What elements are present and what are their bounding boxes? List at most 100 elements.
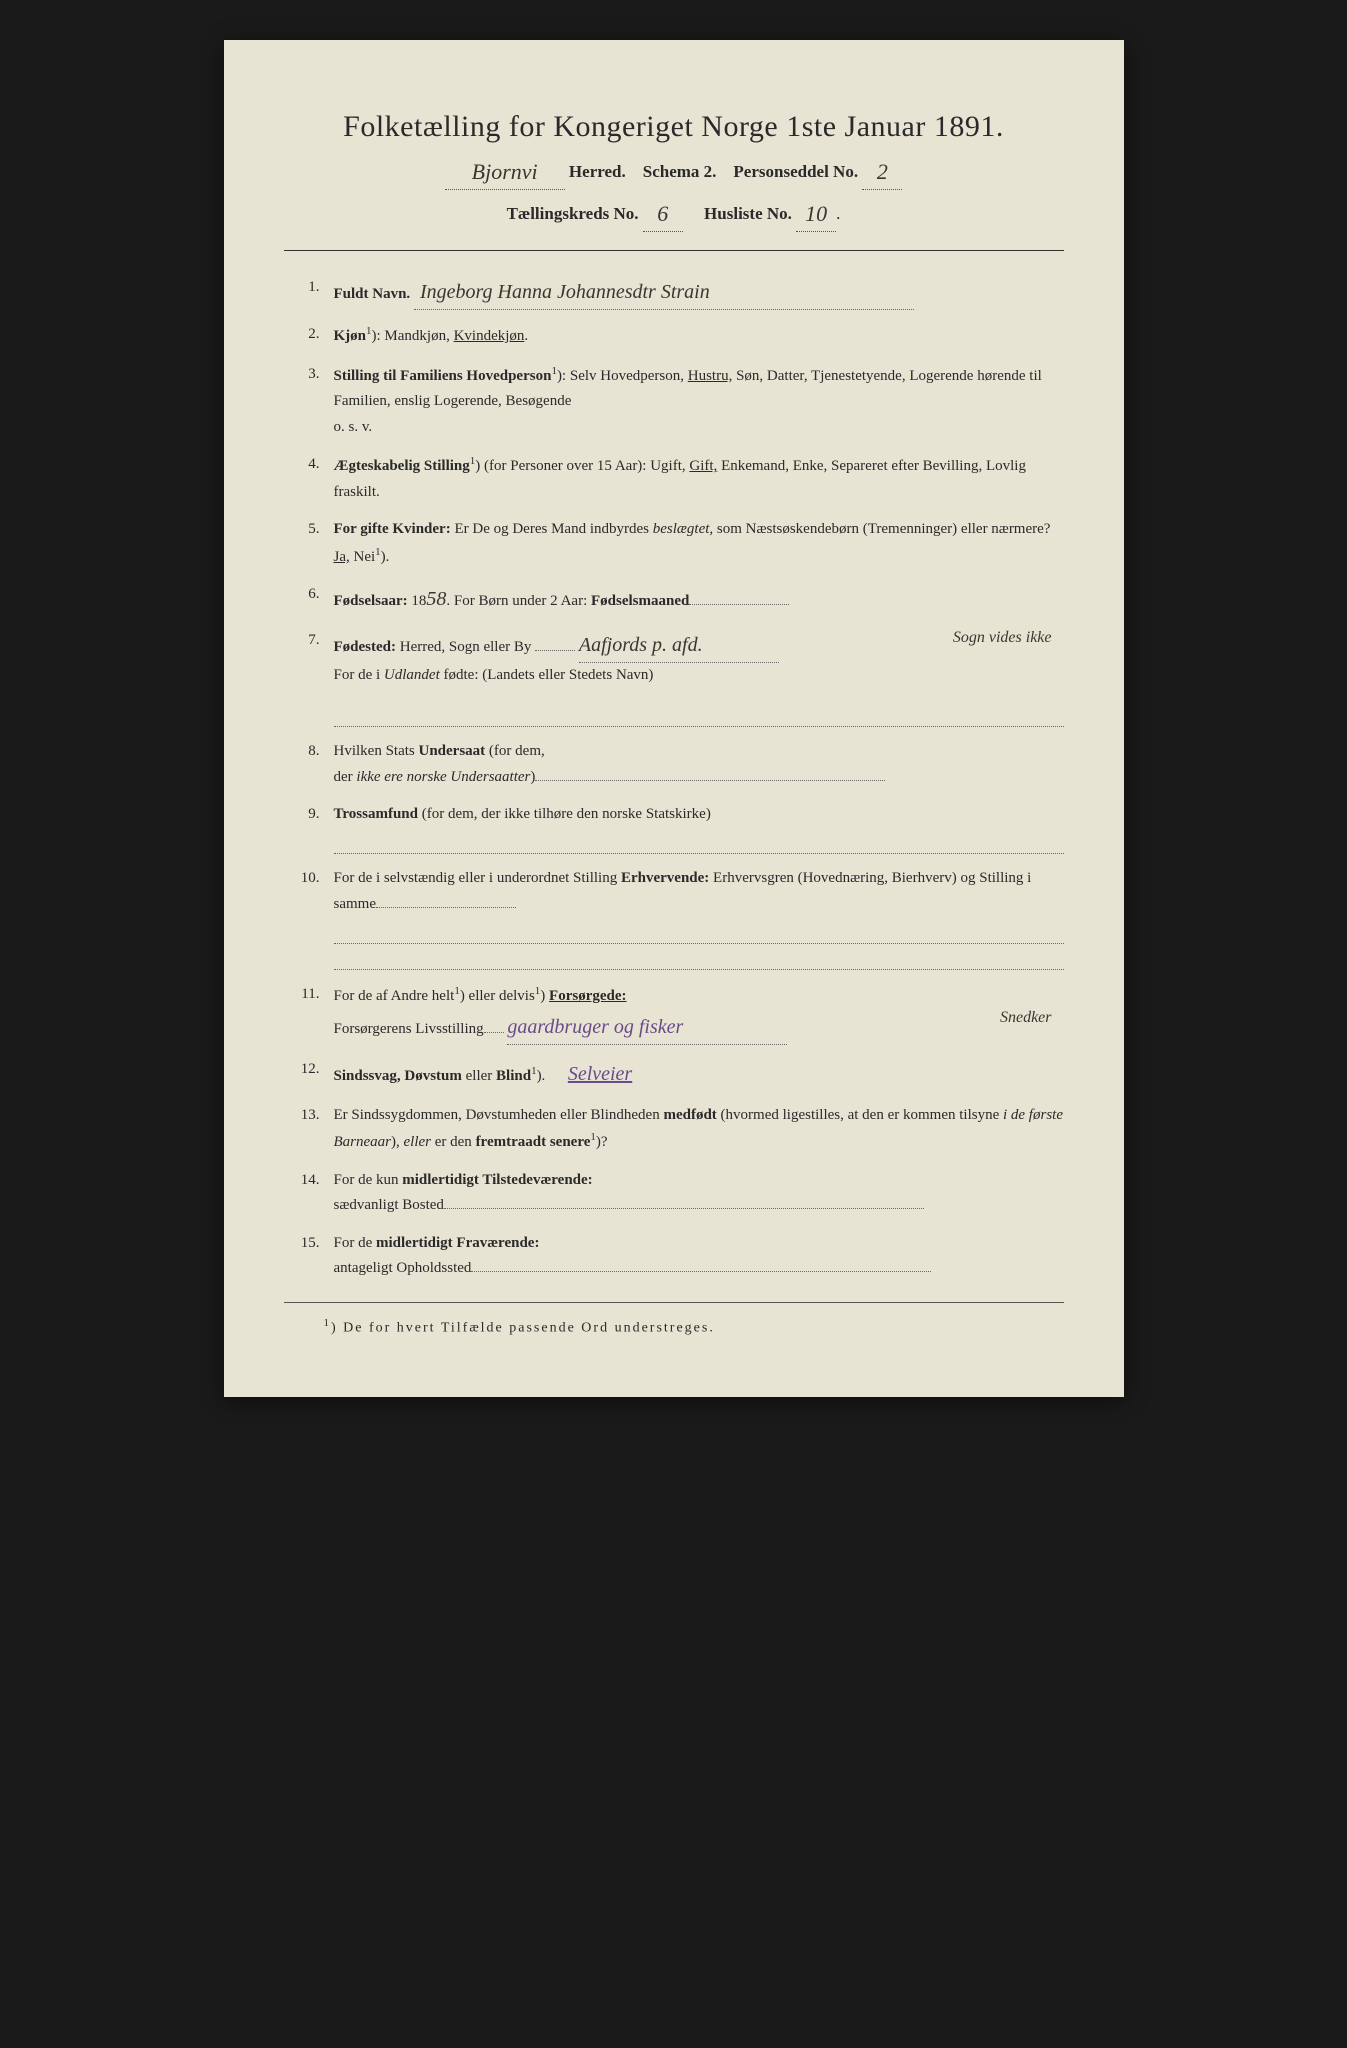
row-num: 10. xyxy=(294,866,334,970)
name-value: Ingeborg Hanna Johannesdtr Strain xyxy=(414,275,914,310)
footer-divider xyxy=(284,1302,1064,1303)
header-line-1: Bjornvi Herred. Schema 2. Personseddel N… xyxy=(284,152,1064,188)
text: )? xyxy=(596,1134,608,1150)
dot-fill xyxy=(444,1194,924,1209)
row-5: 5. For gifte Kvinder: Er De og Deres Man… xyxy=(294,517,1064,570)
field-label: Trossamfund xyxy=(334,806,418,822)
dot-fill xyxy=(376,893,516,908)
dot-line xyxy=(334,948,1064,971)
row-num: 14. xyxy=(294,1168,334,1219)
dot-fill xyxy=(471,1257,931,1272)
text: ) (for Personer over 15 Aar): Ugift, xyxy=(475,458,689,474)
kreds-no: 6 xyxy=(643,196,683,232)
margin-note: Sogn vides ikke xyxy=(953,628,1052,647)
text: For de kun xyxy=(334,1172,403,1188)
field-label: Fuldt Navn. xyxy=(334,286,411,302)
birthplace-value: Aafjords p. afd. xyxy=(579,628,779,663)
row-num: 11. xyxy=(294,982,334,1045)
field-label: medfødt xyxy=(663,1107,716,1123)
field-label: Forsørgede: xyxy=(549,988,626,1004)
row-10: 10. For de i selvstændig eller i underor… xyxy=(294,866,1064,970)
field-label: Erhvervende: xyxy=(621,870,709,886)
selected-value: Ja, xyxy=(334,549,350,565)
text: antageligt Opholdssted xyxy=(334,1260,472,1276)
text: Er Sindssygdommen, Døvstumheden eller Bl… xyxy=(334,1107,664,1123)
row-content: For de i selvstændig eller i underordnet… xyxy=(334,866,1064,970)
row-13: 13. Er Sindssygdommen, Døvstumheden elle… xyxy=(294,1103,1064,1156)
text: ). xyxy=(537,1068,546,1084)
field-label: Undersaat xyxy=(419,743,486,759)
row-15: 15. For de midlertidigt Fraværende: anta… xyxy=(294,1231,1064,1282)
text: ): Mandkjøn, xyxy=(372,328,454,344)
row-content: For de af Andre helt1) eller delvis1) Fo… xyxy=(334,982,1064,1045)
row-content: For de midlertidigt Fraværende: antageli… xyxy=(334,1231,1064,1282)
blank-line xyxy=(294,701,1064,728)
footnote: 1) De for hvert Tilfælde passende Ord un… xyxy=(284,1317,1064,1337)
dot-line xyxy=(334,832,1064,855)
row-14: 14. For de kun midlertidigt Tilstedevære… xyxy=(294,1168,1064,1219)
text: er den xyxy=(431,1134,476,1150)
field-label: midlertidigt Fraværende: xyxy=(376,1235,539,1251)
text: Er De og Deres Mand indbyrdes xyxy=(451,521,653,537)
selected-value: Gift, xyxy=(689,458,717,474)
field-label: Sindssvag, Døvstum xyxy=(334,1068,462,1084)
row-9: 9. Trossamfund (for dem, der ikke tilhør… xyxy=(294,802,1064,854)
text: ). xyxy=(381,549,390,565)
row-num: 15. xyxy=(294,1231,334,1282)
field-label: Kjøn xyxy=(334,328,367,344)
personseddel-label: Personseddel No. xyxy=(733,162,858,181)
field-label: For gifte Kvinder: xyxy=(334,521,451,537)
footnote-sup: 1 xyxy=(324,1317,332,1329)
field-label-2: fremtraadt senere xyxy=(476,1134,591,1150)
census-form-page: Folketælling for Kongeriget Norge 1ste J… xyxy=(224,40,1124,1397)
row-11: 11. For de af Andre helt1) eller delvis1… xyxy=(294,982,1064,1045)
field-label: midlertidigt Tilstedeværende: xyxy=(402,1172,592,1188)
selected-value: Hustru, xyxy=(688,368,733,384)
herred-label: Herred. xyxy=(569,162,626,181)
row-content: Hvilken Stats Undersaat (for dem, der ik… xyxy=(334,739,1064,790)
header-divider xyxy=(284,250,1064,251)
text: Herred, Sogn eller By xyxy=(396,639,531,655)
row-content: Er Sindssygdommen, Døvstumheden eller Bl… xyxy=(334,1103,1064,1156)
text: ) eller delvis xyxy=(460,988,535,1004)
row-6: 6. Fødselsaar: 1858. For Børn under 2 Aa… xyxy=(294,582,1064,616)
row-num: 13. xyxy=(294,1103,334,1156)
row-content: Sindssvag, Døvstum eller Blind1). Selvei… xyxy=(334,1057,1064,1091)
text: (for dem, xyxy=(485,743,545,759)
husliste-label: Husliste No. xyxy=(704,204,792,223)
row-content: Fødselsaar: 1858. For Børn under 2 Aar: … xyxy=(334,582,1064,616)
prefix: 18 xyxy=(408,593,427,609)
footnote-text: ) De for hvert Tilfælde passende Ord und… xyxy=(331,1321,715,1336)
selected-value: Kvindekjøn xyxy=(454,328,525,344)
row-8: 8. Hvilken Stats Undersaat (for dem, der… xyxy=(294,739,1064,790)
row-num: 9. xyxy=(294,802,334,854)
field-label: Ægteskabelig Stilling xyxy=(334,458,470,474)
row-num: 4. xyxy=(294,452,334,505)
italic: ikke ere norske Undersaatter xyxy=(356,769,530,785)
text: ): Selv Hovedperson, xyxy=(557,368,688,384)
row-2: 2. Kjøn1): Mandkjøn, Kvindekjøn. xyxy=(294,322,1064,350)
text: der xyxy=(334,769,357,785)
row-content: Fuldt Navn. Ingeborg Hanna Johannesdtr S… xyxy=(334,275,1064,310)
text: sædvanligt Bosted xyxy=(334,1197,444,1213)
personseddel-no: 2 xyxy=(862,154,902,190)
text: For de xyxy=(334,1235,377,1251)
row-content: Stilling til Familiens Hovedperson1): Se… xyxy=(334,362,1064,441)
field-label: Stilling til Familiens Hovedperson xyxy=(334,368,552,384)
text: For de af Andre helt xyxy=(334,988,455,1004)
row-content: Ægteskabelig Stilling1) (for Personer ov… xyxy=(334,452,1064,505)
year-value: 58 xyxy=(426,588,446,610)
row-num: 3. xyxy=(294,362,334,441)
kreds-label: Tællingskreds No. xyxy=(507,204,639,223)
dot-line xyxy=(334,921,1064,944)
text: (for dem, der ikke tilhøre den norske St… xyxy=(418,806,711,822)
row-num: 1. xyxy=(294,275,334,310)
row-4: 4. Ægteskabelig Stilling1) (for Personer… xyxy=(294,452,1064,505)
text: o. s. v. xyxy=(334,415,1064,441)
text: . For Børn under 2 Aar: xyxy=(446,593,591,609)
row-7: 7. Fødested: Herred, Sogn eller By Aafjo… xyxy=(294,628,1064,689)
row-3: 3. Stilling til Familiens Hovedperson1):… xyxy=(294,362,1064,441)
text: ) xyxy=(540,988,549,1004)
herred-value: Bjornvi xyxy=(445,154,565,190)
italic: Udlandet xyxy=(384,667,440,683)
